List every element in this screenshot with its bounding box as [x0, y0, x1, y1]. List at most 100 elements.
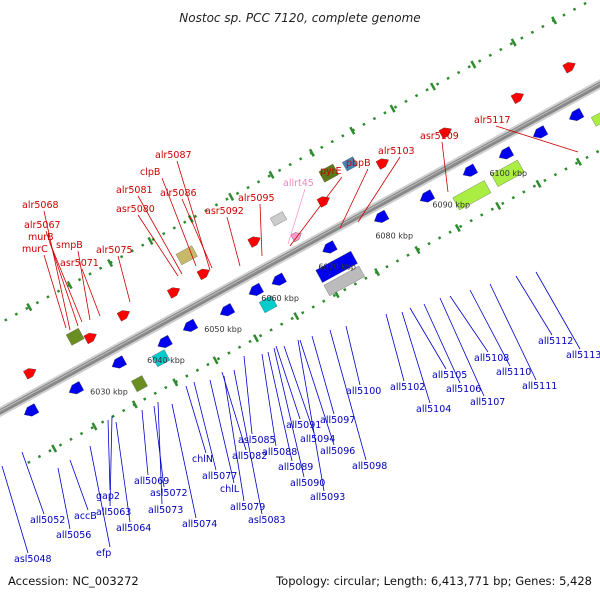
track-dot [246, 185, 250, 190]
forward-leader [117, 255, 131, 303]
reverse-leader [401, 311, 431, 404]
forward-gene-shape [438, 127, 452, 139]
forward-label: smpB [56, 240, 83, 251]
track-tick [26, 303, 33, 312]
track-dot [562, 13, 566, 17]
track-tick [454, 223, 461, 233]
forward-label: alr5086 [160, 188, 197, 199]
reverse-leader [107, 419, 111, 491]
track-dot [404, 99, 408, 104]
track-dot [311, 305, 315, 309]
reverse-label: asl5083 [248, 515, 286, 526]
forward-label: alr5087 [155, 150, 192, 161]
track-tick [470, 60, 477, 69]
track-dot [520, 36, 524, 40]
reverse-gene [569, 107, 585, 121]
reverse-leader [311, 335, 335, 415]
tick-label: 6080 kbp [375, 232, 413, 241]
reverse-gene-shape [157, 334, 173, 348]
track-dot [35, 300, 40, 305]
reverse-leader [283, 345, 315, 434]
forward-gene [196, 268, 210, 281]
track-tick [268, 170, 275, 179]
track-dot [435, 82, 440, 86]
reverse-label: all5105 [432, 370, 467, 381]
forward-label: pbpB [346, 158, 371, 169]
reverse-leader [157, 401, 163, 505]
track-dot [353, 282, 358, 286]
reverse-box [131, 375, 148, 393]
reverse-label: all5082 [232, 451, 267, 462]
forward-box-shape [269, 211, 287, 227]
track-dot [279, 322, 284, 326]
track-dot [37, 454, 42, 459]
track-dot [119, 254, 124, 259]
forward-box [65, 327, 85, 346]
reverse-label: all5098 [352, 461, 387, 472]
reverse-label: all5069 [134, 476, 169, 487]
reverse-label: all5093 [310, 492, 345, 503]
reverse-leader [233, 369, 263, 515]
track-dot [141, 243, 145, 247]
reverse-leader [243, 355, 253, 435]
reverse-label: asl5072 [150, 488, 188, 499]
track-dot [501, 201, 505, 206]
track-tick [510, 38, 517, 47]
track-tick [374, 267, 381, 277]
reverse-gene [24, 403, 40, 417]
track-dot [499, 47, 503, 52]
backbone-highlight [0, 82, 600, 412]
forward-leader [137, 195, 183, 275]
track-dot [480, 213, 484, 217]
reverse-leader [223, 375, 245, 502]
track-dot [595, 149, 600, 154]
forward-box [342, 156, 358, 172]
reverse-gene [68, 381, 84, 395]
reverse-leader [489, 283, 537, 381]
reverse-gene [419, 189, 436, 203]
track-dot [69, 437, 73, 441]
track-dot [301, 311, 305, 315]
track-dot [341, 134, 345, 138]
reverse-leader [89, 445, 111, 548]
track-dot [372, 116, 377, 121]
reverse-box [590, 110, 600, 127]
forward-box-shape [175, 245, 198, 266]
reverse-label: all5064 [116, 523, 151, 534]
track-dot [183, 220, 187, 224]
reverse-gene-shape [271, 272, 287, 286]
reverse-gene [533, 125, 549, 139]
reverse-leader [141, 409, 149, 476]
forward-gene [375, 158, 389, 170]
track-tick [147, 236, 154, 246]
track-dot [509, 42, 514, 46]
reverse-leader [299, 339, 335, 446]
forward-gene-shape [562, 62, 576, 74]
reverse-label: accB [74, 511, 97, 522]
tick-label: 6050 kbp [204, 325, 242, 334]
reverse-label: all5088 [262, 447, 297, 458]
forward-leader [259, 203, 263, 257]
reverse-leader [185, 385, 207, 454]
reverse-label: all5112 [538, 336, 573, 347]
reverse-box [315, 250, 358, 283]
track-dot [162, 231, 166, 236]
gene-features [23, 62, 600, 417]
track-dot [456, 70, 461, 75]
track-dot [267, 174, 271, 178]
forward-gene [116, 310, 130, 322]
track-dot [320, 145, 324, 150]
track-dot [206, 362, 210, 367]
reverse-label: all5104 [416, 404, 451, 415]
forward-gene-shape [83, 332, 97, 345]
forward-leader [49, 242, 83, 323]
track-dot [385, 264, 389, 269]
reverse-gene-shape [220, 303, 236, 317]
track-dot [574, 161, 579, 165]
reverse-leader [261, 353, 277, 447]
forward-leader [441, 141, 449, 193]
reverse-gene [111, 355, 127, 369]
track-dot [425, 88, 429, 92]
track-dot [362, 122, 366, 127]
reverse-leader [515, 275, 553, 336]
